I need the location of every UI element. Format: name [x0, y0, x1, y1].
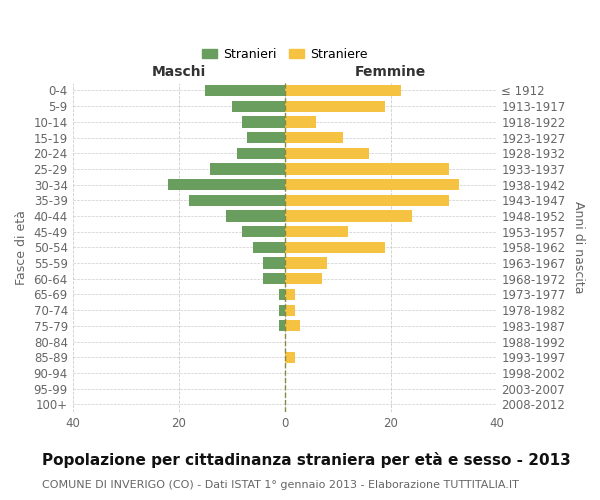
Text: Maschi: Maschi	[151, 66, 206, 80]
Bar	[284, 226, 348, 237]
Bar	[211, 164, 284, 174]
Bar	[284, 132, 343, 143]
Bar	[284, 164, 449, 174]
Bar	[284, 273, 322, 284]
Bar	[284, 85, 401, 96]
Bar	[242, 226, 284, 237]
Bar	[284, 258, 327, 268]
Bar	[205, 85, 284, 96]
Bar	[284, 116, 316, 128]
Bar	[247, 132, 284, 143]
Bar	[284, 210, 412, 222]
Bar	[284, 320, 301, 332]
Y-axis label: Anni di nascita: Anni di nascita	[572, 201, 585, 294]
Bar	[263, 273, 284, 284]
Y-axis label: Fasce di età: Fasce di età	[15, 210, 28, 285]
Text: Femmine: Femmine	[355, 66, 426, 80]
Bar	[237, 148, 284, 159]
Bar	[226, 210, 284, 222]
Bar	[284, 289, 295, 300]
Bar	[263, 258, 284, 268]
Bar	[284, 242, 385, 253]
Bar	[279, 320, 284, 332]
Bar	[284, 304, 295, 316]
Bar	[232, 100, 284, 112]
Bar	[253, 242, 284, 253]
Text: COMUNE DI INVERIGO (CO) - Dati ISTAT 1° gennaio 2013 - Elaborazione TUTTITALIA.I: COMUNE DI INVERIGO (CO) - Dati ISTAT 1° …	[42, 480, 519, 490]
Bar	[284, 148, 370, 159]
Bar	[189, 194, 284, 206]
Bar	[242, 116, 284, 128]
Bar	[279, 304, 284, 316]
Bar	[284, 194, 449, 206]
Bar	[284, 179, 460, 190]
Bar	[168, 179, 284, 190]
Bar	[284, 352, 295, 363]
Bar	[284, 100, 385, 112]
Legend: Stranieri, Straniere: Stranieri, Straniere	[197, 43, 373, 66]
Bar	[279, 289, 284, 300]
Text: Popolazione per cittadinanza straniera per età e sesso - 2013: Popolazione per cittadinanza straniera p…	[42, 452, 571, 468]
